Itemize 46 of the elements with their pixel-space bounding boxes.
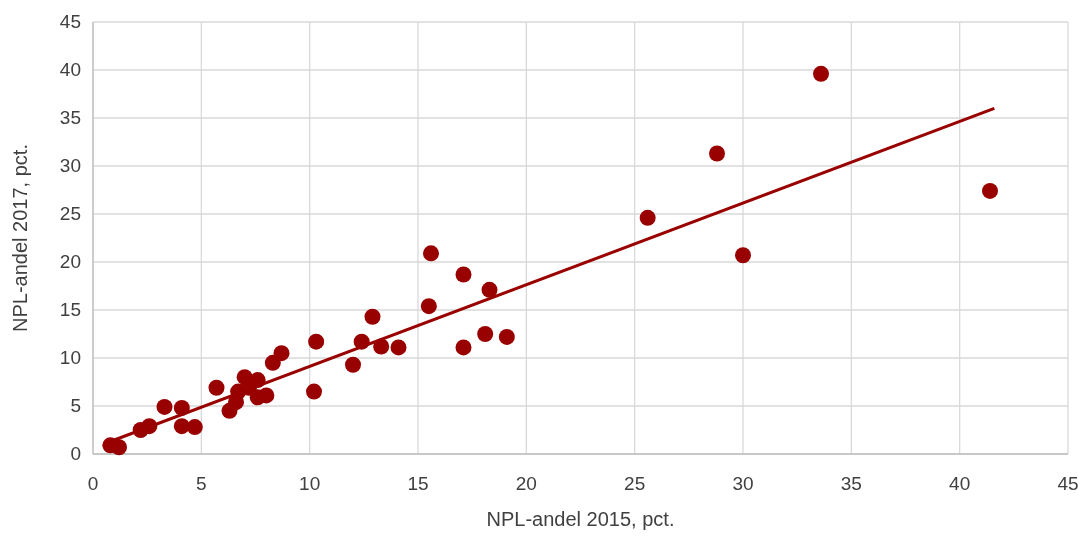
x-tick-label: 35 — [840, 473, 862, 494]
point — [345, 356, 361, 373]
x-tick-label: 40 — [949, 473, 971, 494]
point — [173, 418, 190, 435]
x-tick-label: 45 — [1057, 473, 1078, 494]
y-tick-label: 30 — [59, 155, 81, 176]
x-tick-label: 5 — [196, 473, 207, 494]
point — [813, 65, 829, 82]
point — [273, 345, 290, 362]
x-tick-label: 25 — [624, 473, 646, 494]
point — [735, 247, 751, 264]
point — [308, 333, 325, 350]
x-tick-label: 15 — [407, 473, 429, 494]
point — [364, 308, 381, 325]
x-tick-label: 30 — [732, 473, 754, 494]
x-tick-label: 0 — [87, 473, 99, 494]
point — [423, 245, 439, 262]
y-tick-label: 35 — [59, 107, 81, 128]
y-tick-label: 20 — [59, 251, 81, 272]
point — [111, 439, 127, 456]
y-tick-label: 5 — [70, 395, 81, 416]
point — [477, 326, 494, 342]
y-tick-label: 0 — [70, 443, 81, 464]
point — [455, 266, 472, 283]
point — [420, 298, 437, 315]
x-tick-label: 10 — [299, 473, 321, 494]
y-tick-label: 45 — [59, 11, 81, 32]
point — [186, 419, 203, 436]
point — [208, 379, 225, 396]
point — [709, 145, 725, 162]
point — [481, 281, 498, 298]
point — [498, 328, 515, 345]
point — [156, 398, 173, 415]
point — [455, 339, 472, 356]
y-tick-label: 25 — [59, 203, 81, 224]
x-tick-label: 20 — [515, 473, 537, 494]
point — [390, 339, 407, 356]
point — [258, 387, 275, 404]
point — [306, 383, 322, 400]
y-tick-label: 10 — [59, 347, 81, 368]
point — [982, 182, 998, 199]
point — [639, 209, 656, 226]
y-tick-label: 40 — [59, 59, 81, 80]
x-axis-title: NPL-andel 2015, pct. — [486, 508, 675, 530]
y-axis-title: NPL-andel 2017, pct. — [9, 144, 31, 332]
y-tick-label: 15 — [59, 299, 81, 320]
